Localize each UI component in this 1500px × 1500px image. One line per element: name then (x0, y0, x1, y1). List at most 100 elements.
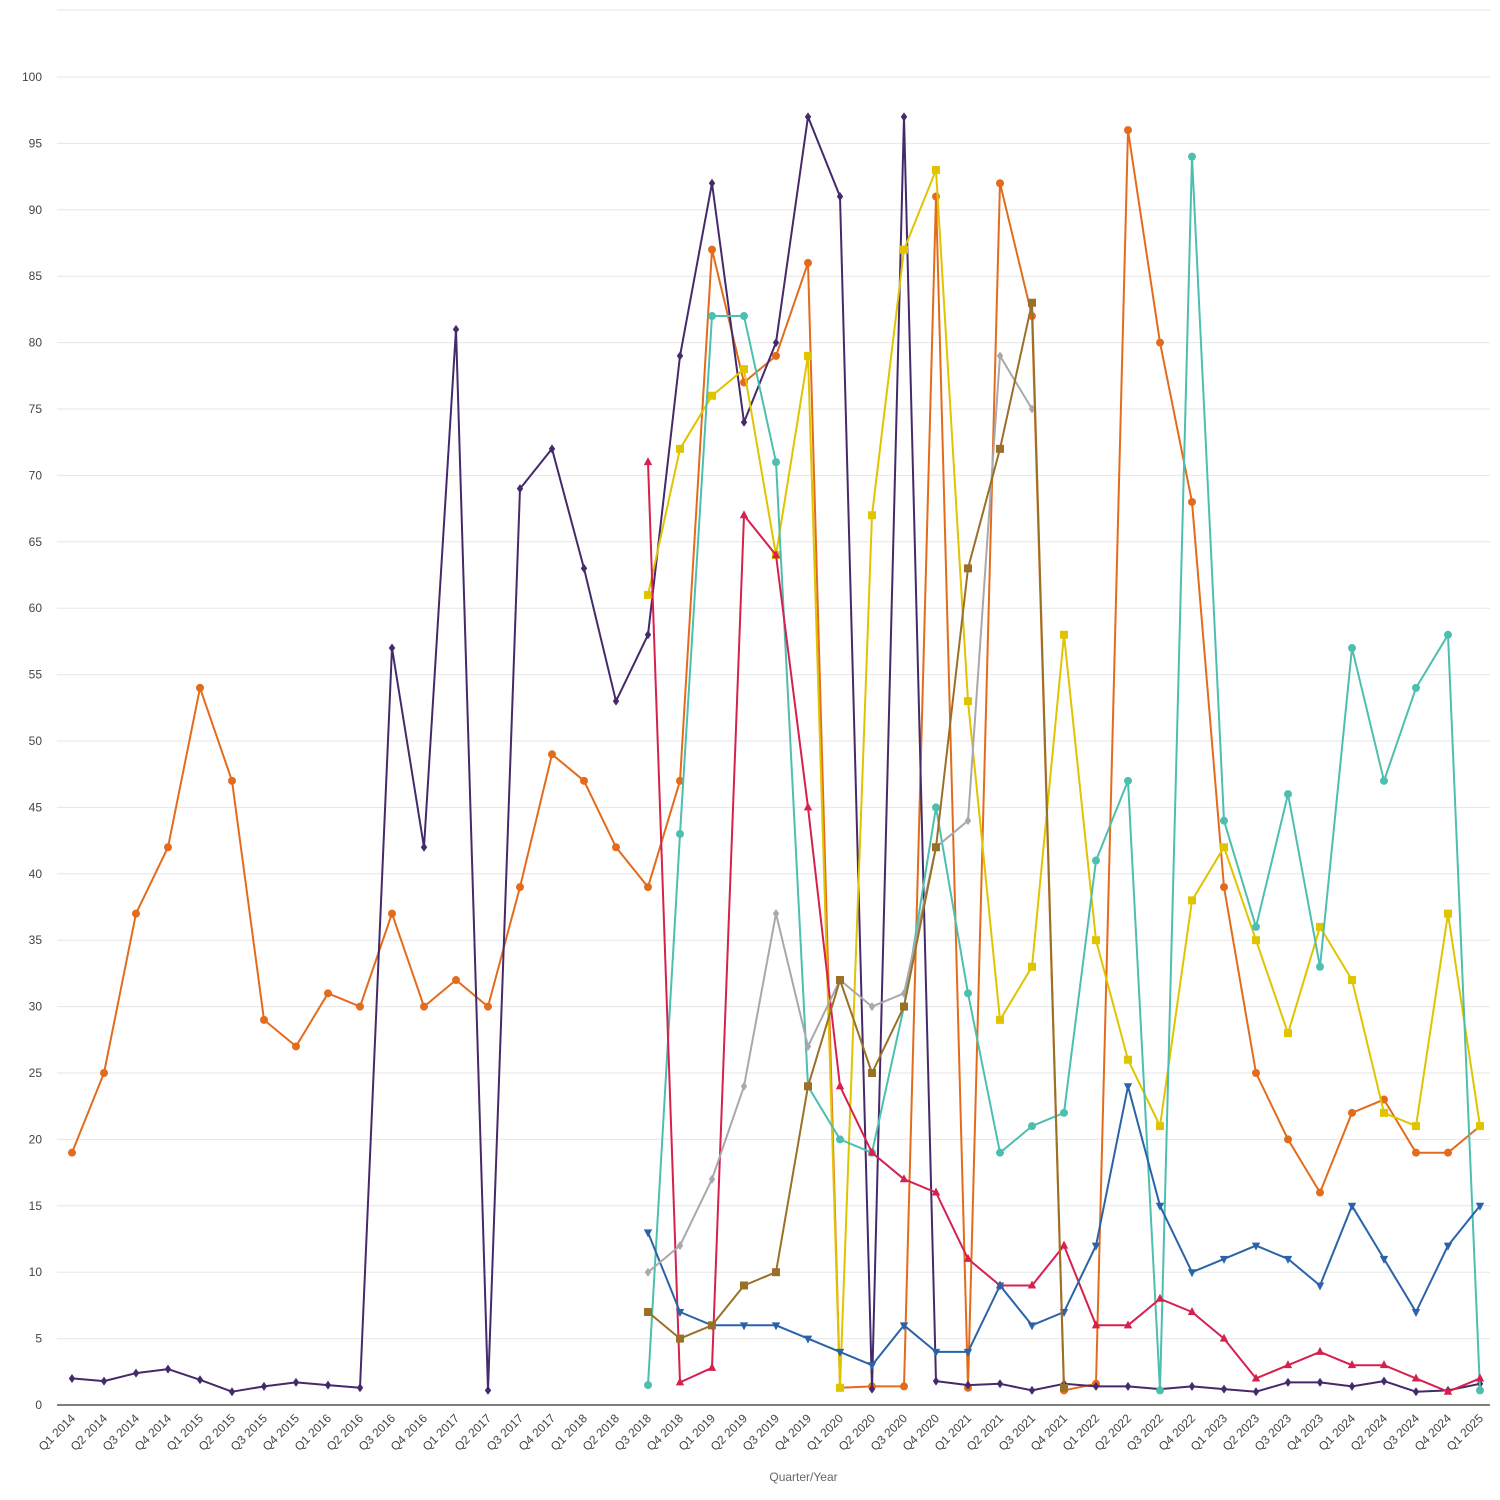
data-point (1188, 896, 1196, 905)
data-point (964, 697, 972, 706)
data-point (1444, 1148, 1452, 1157)
series-8 (644, 298, 1068, 1392)
data-point (1443, 1386, 1453, 1395)
y-axis-ticks: 0 5 10 15 20 25 30 35 40 45 50 55 60 65 70 75 80 85 90 95 10… (22, 70, 42, 1412)
data-point (1028, 1385, 1036, 1395)
data-point (804, 351, 812, 360)
data-point (516, 883, 524, 892)
y-tick-label: 0 (35, 1398, 42, 1412)
data-point (1411, 1373, 1421, 1382)
data-point (772, 338, 780, 348)
data-point (1251, 1373, 1261, 1382)
data-point (1155, 1293, 1165, 1302)
data-point (1252, 922, 1260, 931)
data-point (836, 1383, 844, 1392)
data-point (804, 1041, 812, 1051)
data-point (707, 1362, 717, 1371)
data-point (1283, 1255, 1293, 1264)
data-point (484, 1002, 492, 1011)
series-line (71, 129, 1481, 1392)
data-point (1220, 816, 1228, 825)
data-point (772, 1268, 780, 1277)
data-point (740, 312, 748, 321)
data-point (964, 564, 972, 573)
data-point (1316, 1188, 1324, 1197)
data-point (292, 1042, 300, 1051)
series-line (647, 301, 1065, 1388)
data-point (739, 510, 749, 519)
y-tick-label: 30 (29, 1000, 43, 1014)
y-tick-label: 50 (29, 734, 43, 748)
data-point (1187, 1269, 1197, 1278)
data-point (1123, 1083, 1133, 1092)
data-point (1220, 1384, 1228, 1394)
data-point (1252, 1387, 1260, 1397)
data-point (932, 192, 940, 201)
y-tick-label: 35 (29, 933, 43, 947)
data-point (803, 1335, 813, 1344)
data-point (868, 1384, 876, 1394)
data-point (868, 1069, 876, 1077)
data-point (420, 842, 428, 852)
data-point (932, 1376, 940, 1386)
data-point (868, 1002, 876, 1012)
y-tick-label: 85 (29, 269, 43, 283)
data-point (708, 391, 716, 400)
data-point (1348, 1108, 1356, 1117)
data-point (548, 750, 556, 759)
data-point (996, 351, 1004, 361)
data-point (996, 1148, 1004, 1157)
data-point (1476, 1386, 1484, 1395)
data-point (771, 550, 781, 559)
data-point (1028, 404, 1036, 414)
data-point (1252, 936, 1260, 945)
data-point (484, 1385, 492, 1395)
data-point (1059, 1240, 1069, 1249)
data-point (676, 1241, 684, 1251)
data-point (932, 165, 940, 174)
data-point (804, 112, 812, 122)
data-point (324, 989, 332, 998)
series-line (71, 115, 1481, 1393)
data-point (644, 1267, 652, 1277)
y-tick-label: 95 (29, 136, 43, 150)
data-point (708, 1174, 716, 1184)
data-point (932, 803, 940, 812)
data-point (452, 324, 460, 334)
data-point (1124, 776, 1132, 785)
x-axis-title: Quarter/Year (769, 1470, 837, 1484)
data-point (708, 245, 716, 254)
data-point (260, 1015, 268, 1024)
data-point (1284, 1135, 1292, 1144)
y-tick-label: 15 (29, 1199, 43, 1213)
data-point (740, 417, 748, 427)
data-point (1092, 1381, 1100, 1391)
y-tick-label: 65 (29, 535, 43, 549)
y-tick-label: 100 (22, 70, 42, 84)
data-point (1444, 630, 1452, 639)
y-tick-label: 40 (29, 867, 43, 881)
data-point (996, 179, 1004, 188)
data-point (899, 1322, 909, 1331)
data-point (1315, 1346, 1325, 1355)
data-point (995, 1282, 1005, 1291)
data-point (1411, 1309, 1421, 1318)
data-point (324, 1380, 332, 1390)
series-1 (68, 126, 1484, 1395)
data-point (1188, 1381, 1196, 1391)
data-point (900, 1002, 908, 1011)
data-point (580, 776, 588, 785)
data-point (1027, 1280, 1037, 1289)
data-point (1348, 644, 1356, 653)
data-point (835, 1081, 845, 1090)
data-point (708, 178, 716, 188)
data-point (1188, 497, 1196, 506)
data-point (228, 1387, 236, 1397)
data-point (1123, 1320, 1133, 1329)
series-5 (643, 457, 1485, 1395)
data-point (931, 1187, 941, 1196)
data-point (1219, 1333, 1229, 1342)
data-point (164, 1364, 172, 1374)
